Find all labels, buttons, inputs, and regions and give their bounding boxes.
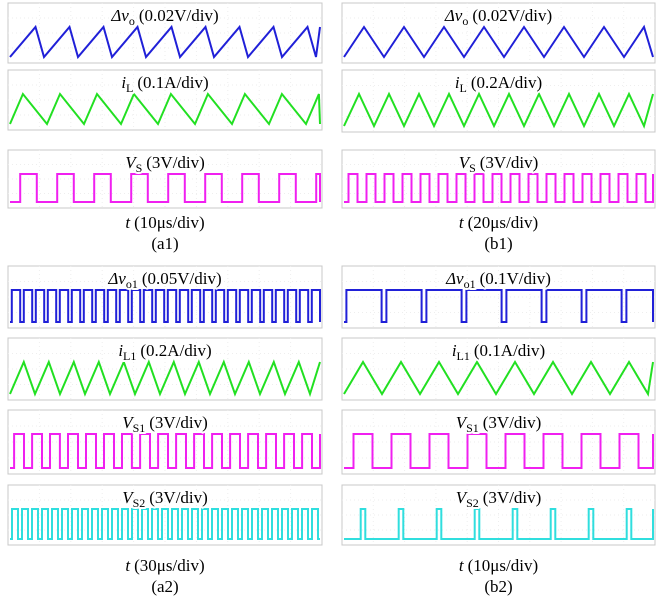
symbol: t: [125, 556, 131, 575]
symbol: t: [125, 213, 131, 232]
scale: (3V/div): [149, 413, 208, 432]
subscript: L: [460, 81, 467, 95]
subscript: S1: [466, 421, 479, 435]
subscript: L: [126, 81, 133, 95]
symbol: t: [459, 213, 465, 232]
scale: (3V/div): [480, 153, 539, 172]
time-scale: t(10μs/div): [459, 556, 538, 575]
symbol: t: [459, 556, 465, 575]
subscript: S2: [466, 496, 479, 510]
scale: (30μs/div): [134, 556, 205, 575]
time-scale: t(30μs/div): [125, 556, 204, 575]
subscript: o1: [126, 277, 138, 291]
caption: (b2): [484, 577, 512, 596]
scale: (3V/div): [146, 153, 205, 172]
caption: (a1): [151, 234, 178, 253]
scale: (0.02V/div): [139, 6, 219, 25]
scale: (0.2A/div): [471, 73, 542, 92]
scale: (3V/div): [149, 488, 208, 507]
subscript: S2: [133, 496, 146, 510]
scale: (10μs/div): [134, 213, 205, 232]
caption: (b1): [484, 234, 512, 253]
scale: (0.02V/div): [472, 6, 552, 25]
subscript: L1: [457, 349, 470, 363]
scale: (20μs/div): [468, 213, 539, 232]
subscript: S: [469, 161, 476, 175]
symbol: Δv: [444, 6, 463, 25]
trace-label: Δvo (0.02V/div): [110, 6, 218, 28]
subscript: L1: [123, 349, 136, 363]
subscript: S1: [133, 421, 146, 435]
scale: (3V/div): [483, 413, 542, 432]
subscript: S: [136, 161, 143, 175]
scale: (10μs/div): [468, 556, 539, 575]
scale: (0.05V/div): [142, 269, 222, 288]
symbol: Δv: [445, 269, 464, 288]
time-scale: t(10μs/div): [125, 213, 204, 232]
figure: Δvo(0.02V/div)iL(0.1A/div)VS(3V/div)t(10…: [0, 0, 660, 600]
scale: (0.1A/div): [474, 341, 545, 360]
subscript: o1: [464, 277, 476, 291]
panel: Δvo(0.02V/div)iL(0.2A/div)VS(3V/div)t(20…: [342, 3, 655, 253]
symbol: Δv: [110, 6, 129, 25]
panel: Δvo1(0.05V/div)iL1(0.2A/div)VS1(3V/div)V…: [8, 266, 322, 596]
caption: (a2): [151, 577, 178, 596]
trace-label: Δvo1 (0.1V/div): [445, 269, 551, 291]
trace-label: Δvo1 (0.05V/div): [107, 269, 221, 291]
scale: (0.1A/div): [137, 73, 208, 92]
trace-label: Δvo (0.02V/div): [444, 6, 552, 28]
time-scale: t(20μs/div): [459, 213, 538, 232]
panel: Δvo(0.02V/div)iL(0.1A/div)VS(3V/div)t(10…: [8, 3, 322, 253]
symbol: Δv: [107, 269, 126, 288]
subscript: o: [462, 14, 468, 28]
scale: (0.2A/div): [140, 341, 211, 360]
panel: Δvo1(0.1V/div)iL1(0.1A/div)VS1(3V/div)VS…: [342, 266, 655, 596]
subscript: o: [129, 14, 135, 28]
scale: (0.1V/div): [480, 269, 551, 288]
scale: (3V/div): [483, 488, 542, 507]
